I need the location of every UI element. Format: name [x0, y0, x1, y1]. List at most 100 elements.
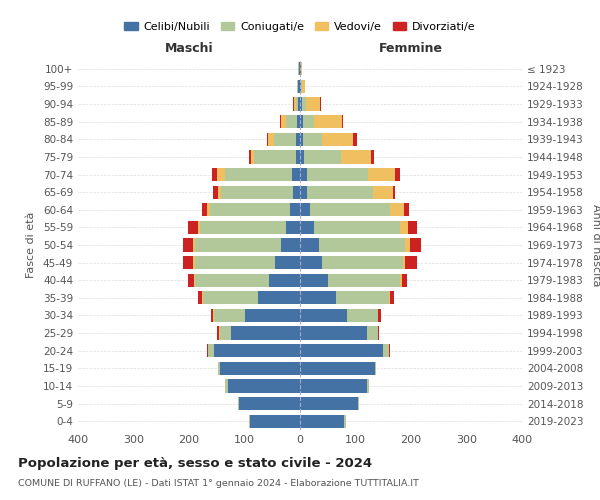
Bar [389, 344, 391, 358]
Bar [341, 115, 343, 128]
Bar [300, 344, 383, 358]
Bar [198, 291, 202, 304]
Bar [296, 98, 298, 110]
Bar [188, 274, 194, 287]
Text: COMUNE DI RUFFANO (LE) - Dati ISTAT 1° gennaio 2024 - Elaborazione TUTTITALIA.IT: COMUNE DI RUFFANO (LE) - Dati ISTAT 1° g… [18, 479, 419, 488]
Bar [286, 115, 297, 128]
Bar [298, 80, 300, 93]
Bar [194, 256, 275, 269]
Bar [389, 291, 390, 304]
Bar [207, 203, 209, 216]
Bar [410, 238, 421, 252]
Bar [302, 80, 305, 93]
Bar [296, 132, 300, 146]
Bar [209, 203, 290, 216]
Bar [208, 344, 214, 358]
Bar [230, 326, 300, 340]
Bar [292, 168, 300, 181]
Legend: Celibi/Nubili, Coniugati/e, Vedovi/e, Divorziati/e: Celibi/Nubili, Coniugati/e, Vedovi/e, Di… [120, 18, 480, 36]
Bar [328, 274, 400, 287]
Bar [306, 98, 320, 110]
Bar [300, 397, 358, 410]
Bar [303, 132, 322, 146]
Bar [406, 238, 410, 252]
Bar [314, 115, 341, 128]
Bar [213, 186, 218, 198]
Bar [322, 256, 403, 269]
Bar [274, 132, 296, 146]
Bar [203, 291, 259, 304]
Bar [214, 309, 245, 322]
Bar [225, 380, 228, 392]
Bar [211, 309, 214, 322]
Bar [293, 186, 300, 198]
Bar [392, 186, 395, 198]
Bar [217, 168, 225, 181]
Bar [391, 203, 404, 216]
Bar [193, 256, 194, 269]
Bar [290, 203, 300, 216]
Bar [294, 98, 296, 110]
Bar [375, 362, 376, 375]
Bar [188, 221, 199, 234]
Bar [344, 414, 346, 428]
Bar [301, 80, 302, 93]
Bar [307, 168, 368, 181]
Bar [300, 326, 367, 340]
Text: Popolazione per età, sesso e stato civile - 2024: Popolazione per età, sesso e stato civil… [18, 458, 372, 470]
Bar [336, 291, 389, 304]
Bar [207, 344, 208, 358]
Bar [281, 238, 300, 252]
Bar [217, 326, 219, 340]
Bar [218, 186, 221, 198]
Bar [314, 221, 400, 234]
Bar [303, 115, 314, 128]
Bar [310, 203, 391, 216]
Bar [378, 309, 381, 322]
Bar [300, 98, 302, 110]
Bar [300, 186, 307, 198]
Bar [403, 256, 406, 269]
Bar [300, 274, 328, 287]
Bar [275, 256, 300, 269]
Bar [367, 326, 378, 340]
Bar [193, 238, 194, 252]
Bar [307, 186, 373, 198]
Bar [299, 62, 300, 76]
Y-axis label: Fasce di età: Fasce di età [26, 212, 36, 278]
Bar [300, 221, 314, 234]
Bar [347, 309, 378, 322]
Bar [184, 256, 193, 269]
Bar [218, 362, 220, 375]
Bar [300, 80, 301, 93]
Text: Maschi: Maschi [164, 42, 214, 54]
Bar [183, 238, 193, 252]
Bar [245, 309, 300, 322]
Bar [373, 186, 392, 198]
Bar [254, 150, 296, 164]
Bar [300, 380, 367, 392]
Bar [212, 168, 217, 181]
Bar [358, 397, 359, 410]
Bar [353, 132, 357, 146]
Bar [300, 256, 322, 269]
Bar [300, 238, 319, 252]
Bar [214, 344, 300, 358]
Bar [269, 274, 300, 287]
Bar [200, 221, 286, 234]
Bar [239, 397, 300, 410]
Bar [401, 274, 407, 287]
Bar [408, 221, 416, 234]
Bar [300, 414, 344, 428]
Bar [300, 291, 336, 304]
Bar [300, 132, 303, 146]
Bar [286, 221, 300, 234]
Bar [202, 203, 207, 216]
Bar [300, 309, 347, 322]
Bar [395, 168, 400, 181]
Bar [250, 150, 251, 164]
Bar [371, 150, 374, 164]
Bar [367, 380, 370, 392]
Bar [368, 168, 395, 181]
Bar [300, 62, 301, 76]
